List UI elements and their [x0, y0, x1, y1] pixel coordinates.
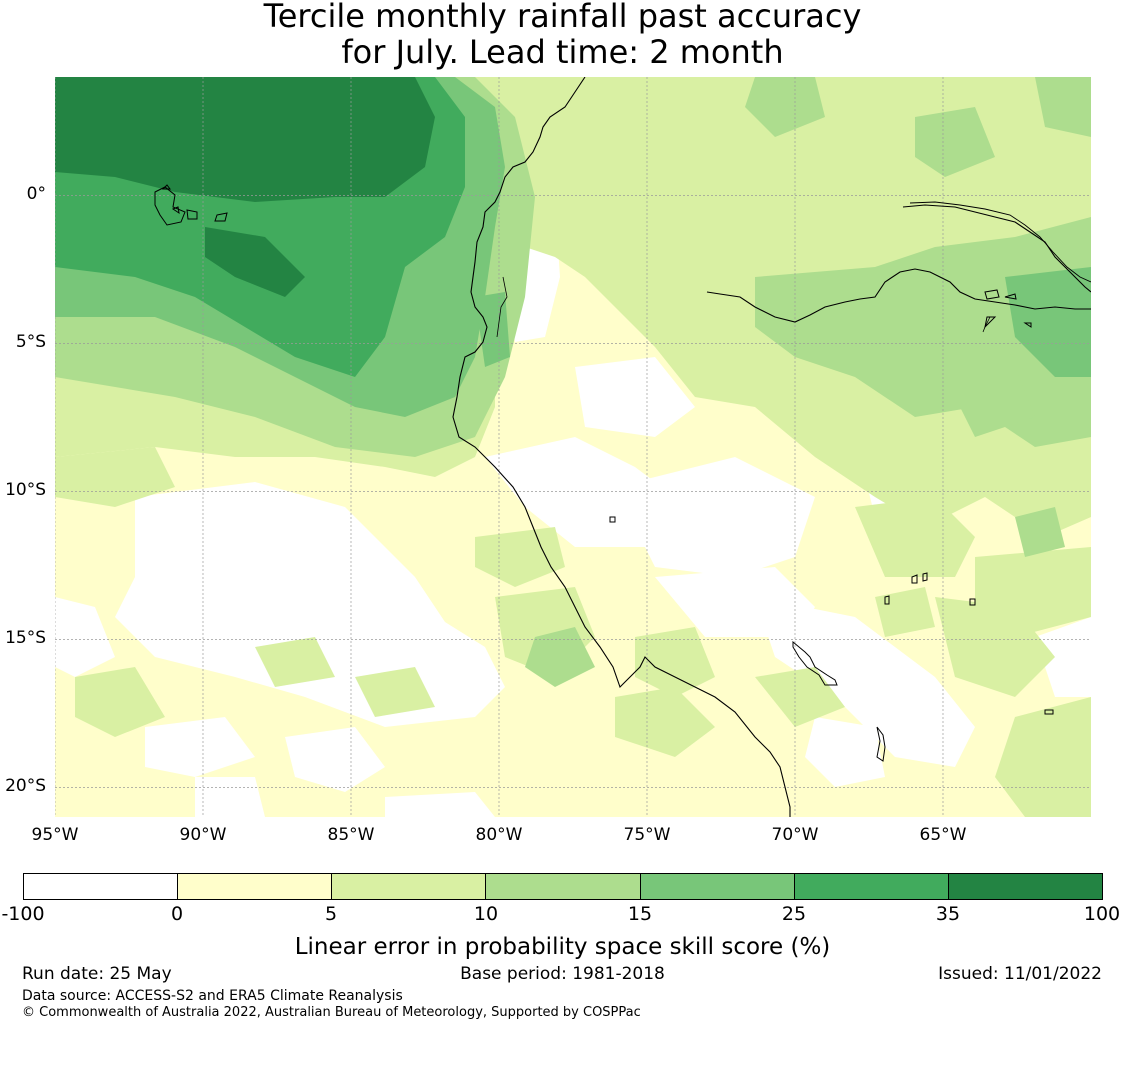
data-source: Data source: ACCESS-S2 and ERA5 Climate … — [22, 988, 403, 1004]
river-branch — [902, 204, 1091, 293]
colorbar-tick-15: 15 — [627, 903, 653, 925]
colorbar-segment-25-35 — [794, 874, 949, 899]
lon-label-70w: 70°W — [771, 825, 819, 845]
lon-label-95w: 95°W — [31, 825, 79, 845]
colorbar-segment-neg100-0 — [24, 874, 179, 899]
lon-label-80w: 80°W — [475, 825, 523, 845]
chart-title-line-1: Tercile monthly rainfall past accuracy — [263, 0, 862, 35]
colorbar-segment-0-5 — [178, 874, 333, 899]
coastline — [452, 77, 791, 817]
lat-label-15s: 15°S — [5, 628, 46, 648]
lon-label-85w: 85°W — [327, 825, 375, 845]
issued-date: Issued: 11/01/2022 — [938, 964, 1102, 984]
base-period: Base period: 1981-2018 — [460, 964, 665, 984]
colorbar-tick-35: 35 — [935, 903, 961, 925]
lon-label-75w: 75°W — [623, 825, 671, 845]
skill-class-35-100 — [55, 77, 435, 297]
lat-label-5s: 5°S — [15, 332, 46, 352]
run-date: Run date: 25 May — [22, 964, 172, 984]
colorbar-label: Linear error in probability space skill … — [294, 934, 831, 960]
colorbar-tick-neg100: -100 — [1, 903, 45, 925]
coastline-ripple — [496, 276, 508, 338]
copyright: © Commonwealth of Australia 2022, Austra… — [22, 1005, 641, 1020]
small-lakes — [609, 289, 1054, 715]
galapagos-islands — [154, 184, 228, 226]
river — [706, 268, 1091, 323]
colorbar-segment-10-15 — [486, 874, 641, 899]
lat-label-10s: 10°S — [5, 480, 46, 500]
skill-score-map — [55, 77, 1091, 817]
colorbar — [23, 873, 1103, 900]
lake-titicaca — [792, 640, 886, 762]
lon-label-65w: 65°W — [919, 825, 967, 845]
colorbar-segment-15-25 — [640, 874, 795, 899]
colorbar-tick-100: 100 — [1083, 903, 1121, 925]
colorbar-tick-10: 10 — [473, 903, 499, 925]
chart-title-line-2: for July. Lead time: 2 month — [341, 33, 784, 71]
map-gridlines — [55, 77, 1091, 817]
lat-label-20s: 20°S — [5, 776, 46, 796]
colorbar-tick-25: 25 — [781, 903, 807, 925]
colorbar-tick-0: 0 — [170, 903, 184, 925]
river-branch-2 — [909, 201, 1091, 283]
colorbar-tick-5: 5 — [324, 903, 338, 925]
lon-label-90w: 90°W — [179, 825, 227, 845]
colorbar-segment-35-100 — [948, 874, 1102, 899]
colorbar-segment-5-10 — [332, 874, 487, 899]
lat-label-0: 0° — [26, 184, 46, 204]
